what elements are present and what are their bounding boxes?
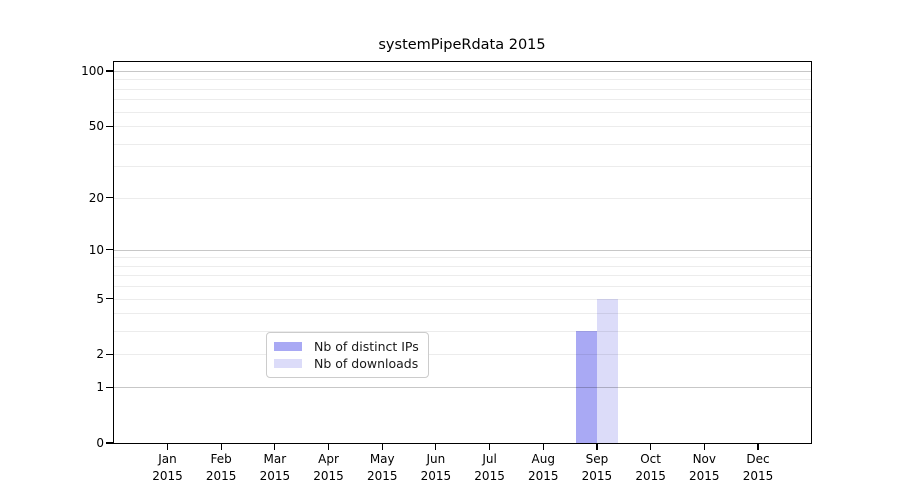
y-axis-tick [106,297,113,300]
gridline-major [114,387,811,389]
x-axis-tick [650,444,652,450]
legend-label: Nb of distinct IPs [314,339,419,354]
gridline-minor [114,354,811,356]
x-axis-tick-label: Dec 2015 [730,451,786,484]
x-axis-tick [757,444,759,450]
x-tick-month: May [369,452,395,466]
x-axis-tick [327,444,330,450]
x-tick-year: 2015 [635,468,666,483]
gridline-minor [114,99,811,101]
gridline-minor [114,313,811,315]
gridline-minor [114,79,811,81]
x-tick-year: 2015 [581,468,613,483]
x-tick-month: Jul [482,452,497,466]
legend-swatch-icon [274,342,302,351]
x-axis-tick-label: Jun 2015 [408,451,464,484]
x-tick-month: Aug [531,452,555,466]
y-axis-tick [106,70,113,72]
x-tick-year: 2015 [474,468,505,483]
gridline-minor [114,265,811,267]
gridline-minor [114,286,811,288]
x-tick-year: 2015 [689,468,720,483]
legend-row: Nb of downloads [274,355,419,372]
gridline-minor [114,126,811,128]
x-axis-tick-label: Mar 2015 [247,451,303,484]
gridline-minor [114,166,811,168]
y-axis-tick [106,442,113,444]
y-axis-tick [106,125,113,127]
x-axis-tick [435,444,437,450]
gridline-minor [114,257,811,259]
x-axis-tick-label: Jan 2015 [140,451,196,484]
gridline-minor [114,111,811,113]
x-axis-tick [166,444,169,450]
x-axis-tick [274,444,276,450]
x-tick-year: 2015 [742,468,774,483]
gridline-minor [114,143,811,145]
y-axis-tick-label: 10 [88,242,104,257]
x-tick-month: Jun [426,452,446,466]
gridline-minor [114,298,811,300]
y-axis-tick-label: 100 [81,64,104,79]
y-axis-tick-label: 50 [88,119,104,134]
x-axis-tick-label: Apr 2015 [301,451,357,484]
y-axis-tick [106,249,113,251]
x-axis-tick-label: Jul 2015 [462,451,518,484]
x-axis-tick [488,444,491,450]
y-axis-tick [106,386,113,388]
legend-label: Nb of downloads [314,356,419,371]
legend-row: Nb of distinct IPs [274,338,419,355]
y-axis-tick [106,197,113,199]
x-axis-tick-label: Oct 2015 [623,451,679,484]
x-tick-year: 2015 [152,468,183,483]
bar-nb-of-downloads-sep [596,298,618,443]
x-axis-tick-label: May 2015 [354,451,410,484]
x-tick-month: Feb [210,452,232,466]
gridline-major [114,249,811,251]
x-axis-tick [703,444,705,450]
y-axis-tick-label: 1 [96,380,104,395]
x-axis-tick-label: Feb 2015 [193,451,249,484]
x-tick-year: 2015 [259,468,291,483]
x-tick-month: Jan [158,452,177,466]
gridline-minor [114,88,811,90]
x-tick-month: Mar [263,452,287,466]
gridline-minor [114,275,811,277]
y-axis-tick-label: 5 [96,291,104,306]
x-axis-tick-label: Nov 2015 [676,451,732,484]
x-tick-year: 2015 [420,468,452,483]
x-axis-tick [596,444,598,450]
x-axis-tick-label: Aug 2015 [515,451,571,484]
gridline-minor [114,197,811,199]
x-axis-tick [542,444,544,450]
x-axis-tick [220,444,222,450]
x-tick-month: Apr [318,452,339,466]
legend-swatch-icon [274,359,302,368]
x-tick-year: 2015 [527,468,559,483]
x-tick-year: 2015 [366,468,398,483]
legend: Nb of distinct IPs Nb of downloads [266,332,429,378]
x-tick-month: Oct [640,452,661,466]
x-tick-month: Sep [585,452,609,466]
x-tick-month: Nov [692,452,716,466]
chart-title: systemPipeRdata 2015 [378,37,546,53]
x-tick-month: Dec [746,452,770,466]
x-tick-year: 2015 [205,468,237,483]
y-axis-tick [106,353,113,356]
y-axis-tick-label: 2 [96,347,104,362]
bar-nb-of-distinct-ips-sep [575,331,597,443]
y-axis-tick-label: 20 [88,190,104,205]
gridline-major [114,71,811,73]
x-tick-year: 2015 [313,468,344,483]
gridline-minor [114,331,811,333]
plot-area: 0 1 2 5 10 20 50 100 Jan 2015 Feb 2015 Mar 2015 Apr 201… [81,61,812,483]
y-axis-tick-label: 0 [96,436,104,450]
x-axis-tick [381,444,383,450]
x-axis-tick-label: Sep 2015 [569,451,625,484]
